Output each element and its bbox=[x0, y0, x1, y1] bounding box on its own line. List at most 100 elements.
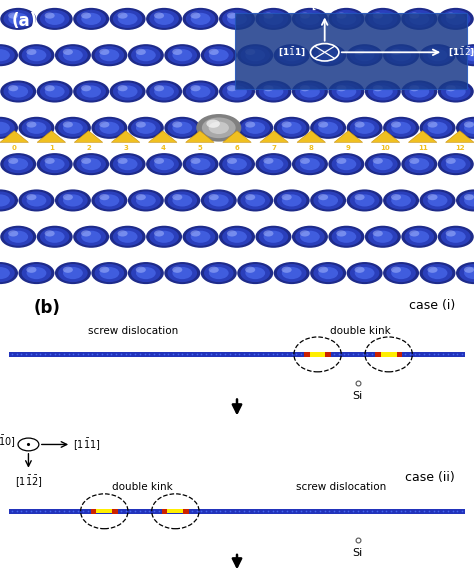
Circle shape bbox=[282, 49, 301, 61]
Circle shape bbox=[91, 117, 128, 139]
Circle shape bbox=[355, 267, 374, 279]
Circle shape bbox=[100, 267, 119, 279]
Circle shape bbox=[295, 155, 325, 173]
Circle shape bbox=[355, 121, 365, 128]
Circle shape bbox=[0, 262, 18, 284]
Circle shape bbox=[222, 228, 252, 246]
Circle shape bbox=[219, 225, 255, 248]
Circle shape bbox=[99, 121, 109, 128]
Circle shape bbox=[8, 230, 18, 236]
Circle shape bbox=[209, 122, 228, 134]
Circle shape bbox=[149, 10, 179, 28]
Circle shape bbox=[237, 189, 273, 211]
Circle shape bbox=[346, 117, 383, 139]
Circle shape bbox=[404, 83, 434, 101]
Circle shape bbox=[383, 189, 419, 211]
Circle shape bbox=[113, 83, 142, 101]
Circle shape bbox=[292, 225, 328, 248]
Circle shape bbox=[222, 10, 252, 28]
FancyBboxPatch shape bbox=[375, 352, 381, 357]
FancyBboxPatch shape bbox=[304, 352, 310, 357]
Circle shape bbox=[186, 10, 215, 28]
Circle shape bbox=[373, 231, 393, 243]
Circle shape bbox=[100, 49, 119, 61]
Circle shape bbox=[73, 8, 109, 30]
Circle shape bbox=[63, 122, 83, 134]
Circle shape bbox=[423, 119, 452, 137]
Circle shape bbox=[209, 195, 228, 206]
Polygon shape bbox=[0, 131, 28, 142]
Circle shape bbox=[186, 83, 215, 101]
FancyBboxPatch shape bbox=[235, 13, 467, 88]
Circle shape bbox=[255, 8, 292, 30]
Polygon shape bbox=[334, 131, 363, 142]
Circle shape bbox=[154, 85, 164, 91]
Circle shape bbox=[204, 119, 234, 137]
Text: Si: Si bbox=[353, 390, 363, 401]
Circle shape bbox=[0, 267, 10, 279]
FancyBboxPatch shape bbox=[112, 509, 118, 514]
Circle shape bbox=[227, 230, 237, 236]
Circle shape bbox=[0, 153, 36, 175]
Circle shape bbox=[350, 191, 379, 210]
Circle shape bbox=[227, 157, 237, 164]
Circle shape bbox=[204, 264, 234, 282]
Circle shape bbox=[464, 122, 474, 134]
Circle shape bbox=[428, 122, 447, 134]
Circle shape bbox=[191, 231, 210, 243]
Circle shape bbox=[300, 230, 310, 236]
Circle shape bbox=[264, 85, 273, 91]
Circle shape bbox=[336, 85, 346, 91]
Circle shape bbox=[264, 158, 283, 170]
Circle shape bbox=[441, 155, 471, 173]
Circle shape bbox=[128, 262, 164, 284]
Circle shape bbox=[300, 12, 310, 19]
Circle shape bbox=[95, 191, 124, 210]
Circle shape bbox=[332, 228, 361, 246]
Circle shape bbox=[310, 117, 346, 139]
Circle shape bbox=[383, 44, 419, 66]
Circle shape bbox=[3, 155, 33, 173]
Circle shape bbox=[456, 262, 474, 284]
Circle shape bbox=[438, 8, 474, 30]
Circle shape bbox=[386, 119, 416, 137]
Circle shape bbox=[282, 267, 301, 279]
Circle shape bbox=[118, 13, 137, 25]
Circle shape bbox=[204, 191, 234, 210]
Circle shape bbox=[337, 13, 356, 25]
Circle shape bbox=[273, 117, 310, 139]
Circle shape bbox=[164, 262, 201, 284]
Circle shape bbox=[328, 80, 365, 102]
Polygon shape bbox=[37, 131, 65, 142]
Circle shape bbox=[206, 120, 220, 128]
Circle shape bbox=[0, 225, 36, 248]
Circle shape bbox=[136, 195, 156, 206]
Circle shape bbox=[167, 191, 197, 210]
Circle shape bbox=[328, 225, 365, 248]
Circle shape bbox=[423, 191, 452, 210]
Polygon shape bbox=[371, 131, 400, 142]
Circle shape bbox=[446, 158, 465, 170]
Circle shape bbox=[373, 12, 383, 19]
Circle shape bbox=[113, 155, 142, 173]
Circle shape bbox=[240, 191, 270, 210]
Circle shape bbox=[27, 194, 36, 200]
Circle shape bbox=[282, 267, 292, 273]
Text: (b): (b) bbox=[33, 299, 60, 317]
Circle shape bbox=[109, 80, 146, 102]
Circle shape bbox=[318, 122, 338, 134]
Circle shape bbox=[246, 195, 265, 206]
Circle shape bbox=[259, 155, 288, 173]
Circle shape bbox=[318, 267, 328, 273]
Circle shape bbox=[45, 231, 64, 243]
Circle shape bbox=[295, 10, 325, 28]
Circle shape bbox=[346, 189, 383, 211]
Circle shape bbox=[63, 49, 73, 55]
Circle shape bbox=[409, 85, 419, 91]
Circle shape bbox=[63, 121, 73, 128]
Circle shape bbox=[0, 8, 36, 30]
Circle shape bbox=[81, 158, 101, 170]
Circle shape bbox=[310, 262, 346, 284]
Circle shape bbox=[201, 44, 237, 66]
Circle shape bbox=[55, 117, 91, 139]
